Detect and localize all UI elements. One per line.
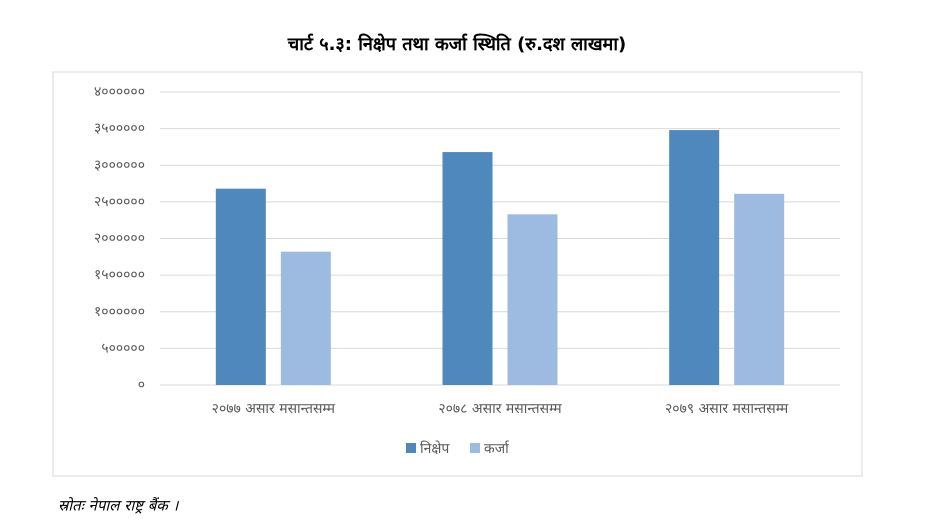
x-tick-label: २०७८ असार मसान्तसम्म bbox=[438, 401, 562, 417]
bar bbox=[442, 152, 493, 385]
legend-label: कर्जा bbox=[484, 440, 510, 457]
legend-swatch bbox=[470, 443, 480, 453]
y-tick-label: ४०००००० bbox=[94, 84, 145, 100]
y-tick-label: १०००००० bbox=[94, 304, 145, 320]
bar bbox=[669, 130, 720, 385]
x-tick-label: २०७७ असार मसान्तसम्म bbox=[212, 401, 336, 417]
bar bbox=[215, 188, 266, 385]
y-tick-label: १५००००० bbox=[94, 267, 145, 283]
legend-swatch bbox=[406, 443, 416, 453]
source-note: स्रोतः नेपाल राष्ट्र बैंक । bbox=[58, 497, 180, 515]
y-tick-label: ५००००० bbox=[101, 340, 145, 356]
bar bbox=[280, 251, 331, 385]
y-tick-label: २०००००० bbox=[94, 231, 145, 247]
y-tick-label: ० bbox=[138, 377, 145, 393]
y-tick-label: ३०००००० bbox=[94, 157, 145, 173]
bar bbox=[507, 214, 558, 385]
chart-frame bbox=[52, 71, 863, 477]
bar bbox=[734, 193, 785, 385]
chart-title: चार्ट ५.३: निक्षेप तथा कर्जा स्थिति (रु.… bbox=[287, 33, 626, 55]
y-tick-label: ३५००००० bbox=[94, 121, 145, 137]
legend-label: निक्षेप bbox=[420, 440, 450, 457]
x-tick-label: २०७९ असार मसान्तसम्म bbox=[665, 401, 789, 417]
y-tick-label: २५००००० bbox=[94, 194, 145, 210]
